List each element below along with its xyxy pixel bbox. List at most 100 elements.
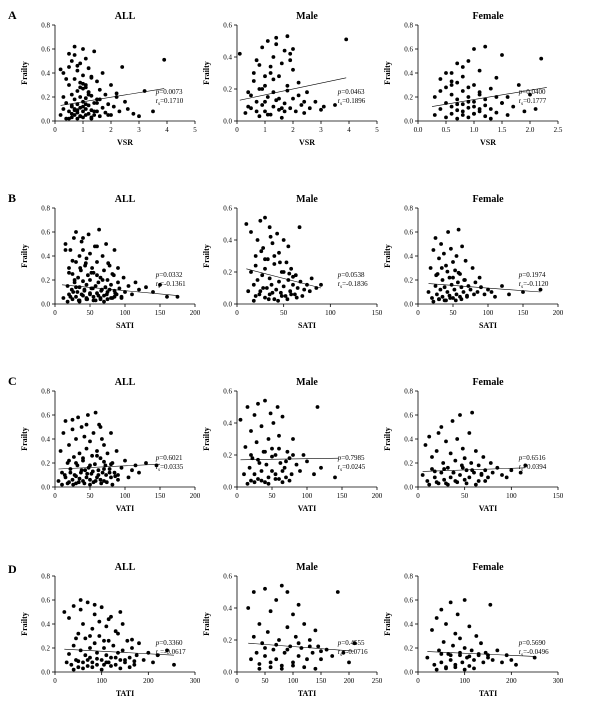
data-point bbox=[93, 462, 97, 467]
data-point bbox=[272, 262, 277, 266]
data-point bbox=[476, 463, 481, 468]
data-point bbox=[74, 437, 78, 441]
row-label-b: B bbox=[8, 191, 16, 205]
data-point bbox=[481, 455, 486, 459]
data-point bbox=[82, 481, 87, 486]
data-point bbox=[435, 292, 439, 297]
data-point bbox=[479, 471, 484, 476]
data-point bbox=[74, 474, 78, 479]
data-point bbox=[249, 429, 253, 433]
x-tick-label: 150 bbox=[316, 677, 327, 685]
panel-title: Male bbox=[296, 377, 318, 388]
data-point bbox=[132, 659, 137, 664]
data-point bbox=[82, 287, 87, 292]
data-point bbox=[77, 299, 82, 304]
data-point bbox=[493, 294, 497, 299]
data-point bbox=[455, 116, 460, 121]
data-point bbox=[271, 647, 276, 652]
data-point bbox=[258, 218, 263, 223]
data-point bbox=[244, 222, 249, 226]
data-point bbox=[295, 286, 300, 290]
data-point bbox=[291, 437, 295, 441]
data-point bbox=[273, 453, 278, 457]
x-tick-label: 200 bbox=[344, 677, 355, 685]
data-point bbox=[260, 45, 265, 50]
x-axis-label: VATI bbox=[298, 504, 316, 513]
data-point bbox=[464, 468, 469, 473]
data-point bbox=[67, 270, 71, 275]
data-point bbox=[302, 111, 307, 115]
data-point bbox=[277, 638, 281, 642]
data-point bbox=[89, 74, 94, 79]
data-point bbox=[78, 598, 83, 602]
data-point bbox=[288, 289, 293, 294]
data-point bbox=[137, 470, 141, 475]
data-point bbox=[78, 648, 83, 653]
data-point bbox=[505, 113, 510, 117]
data-point bbox=[83, 107, 88, 111]
data-point bbox=[500, 284, 504, 288]
data-point bbox=[451, 275, 455, 280]
rs-value-label: rs=0.0245 bbox=[338, 463, 366, 473]
x-tick-label: 4 bbox=[347, 126, 351, 134]
x-tick-label: 3 bbox=[137, 126, 141, 134]
data-point bbox=[257, 87, 262, 91]
data-point bbox=[84, 297, 89, 302]
data-point bbox=[470, 410, 475, 415]
data-point bbox=[93, 284, 98, 288]
x-axis-label: SATI bbox=[479, 321, 497, 330]
data-point bbox=[95, 453, 99, 458]
y-axis-label: Frailty bbox=[202, 61, 211, 85]
data-point bbox=[75, 116, 80, 121]
data-point bbox=[88, 477, 92, 482]
data-point bbox=[71, 604, 76, 608]
data-point bbox=[142, 89, 147, 93]
p-value-label: p=0.0073 bbox=[155, 88, 183, 96]
data-point bbox=[90, 626, 95, 631]
y-tick-label: 0.8 bbox=[41, 22, 50, 30]
data-point bbox=[69, 103, 74, 108]
data-point bbox=[100, 254, 105, 258]
data-point bbox=[433, 284, 438, 288]
data-point bbox=[442, 298, 447, 303]
data-point bbox=[269, 282, 274, 287]
data-point bbox=[294, 462, 299, 467]
data-point bbox=[294, 295, 299, 300]
data-point bbox=[77, 451, 82, 456]
data-point bbox=[433, 236, 438, 240]
data-point bbox=[449, 92, 454, 97]
data-point bbox=[462, 646, 467, 650]
data-point bbox=[132, 662, 137, 667]
data-point bbox=[78, 114, 83, 119]
y-tick-label: 0.4 bbox=[223, 54, 232, 62]
data-point bbox=[95, 260, 99, 264]
data-point bbox=[125, 638, 130, 643]
data-point bbox=[271, 77, 276, 82]
data-point bbox=[268, 112, 273, 117]
x-tick-label: 200 bbox=[553, 309, 564, 317]
data-point bbox=[291, 612, 295, 617]
data-point bbox=[479, 641, 483, 646]
data-point bbox=[61, 95, 66, 99]
data-point bbox=[465, 294, 469, 299]
data-point bbox=[431, 248, 436, 252]
data-point bbox=[494, 75, 499, 80]
y-axis-label: Frailty bbox=[383, 612, 392, 636]
rs-value-label: rs=-0.0617 bbox=[156, 648, 186, 658]
data-point bbox=[470, 468, 475, 473]
p-value-label: p=0.6021 bbox=[155, 454, 183, 462]
data-point bbox=[263, 215, 267, 220]
y-tick-label: 0.8 bbox=[404, 205, 413, 213]
data-point bbox=[449, 71, 454, 75]
x-tick-label: 1 bbox=[263, 126, 267, 134]
data-point bbox=[284, 459, 288, 464]
data-point bbox=[511, 104, 516, 109]
data-point bbox=[116, 477, 120, 482]
data-point bbox=[125, 107, 130, 111]
data-point bbox=[255, 278, 260, 282]
p-value-label: p=0.4555 bbox=[337, 639, 365, 647]
data-point bbox=[100, 470, 105, 475]
panel-title: ALL bbox=[115, 377, 136, 388]
y-tick-label: 0.8 bbox=[41, 573, 50, 581]
data-point bbox=[455, 612, 460, 617]
